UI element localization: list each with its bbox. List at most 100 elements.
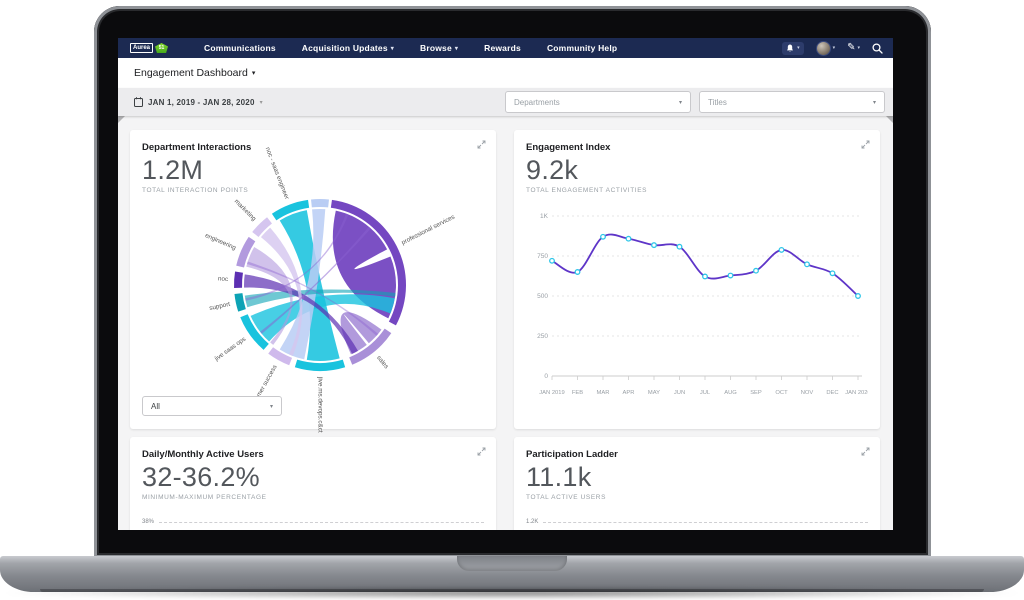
metric-value: 11.1k [526, 462, 592, 492]
bell-icon [787, 44, 794, 51]
filter-bar: JAN 1, 2019 - JAN 28, 2020 ▾ Departments… [118, 88, 893, 116]
svg-text:NOV: NOV [801, 390, 814, 396]
avatar [815, 40, 831, 56]
axis-tick-label: 38% [142, 519, 155, 525]
svg-text:noc: noc [218, 275, 229, 283]
chevron-down-icon: ▾ [832, 45, 836, 51]
aurea-logo[interactable]: Aurea 51 [130, 43, 169, 53]
nav-item-rewards[interactable]: Rewards [484, 43, 521, 53]
departments-select[interactable]: Departments ▾ [505, 91, 691, 113]
titles-select[interactable]: Titles ▾ [699, 91, 885, 113]
chevron-down-icon: ▾ [454, 45, 459, 52]
svg-text:SEP: SEP [750, 390, 762, 396]
chevron-down-icon: ▾ [872, 99, 876, 106]
card-row-top: Department Interactions 1.2M TOTAL INTER… [130, 130, 881, 433]
expand-icon[interactable] [861, 140, 870, 149]
svg-text:marketing: marketing [233, 198, 258, 223]
chevron-down-icon: ▾ [269, 403, 273, 410]
aurea-logo-text: Aurea [130, 43, 154, 53]
compose-button[interactable]: ✎ ▾ [847, 43, 860, 53]
nav-right-icons: ▾ ▾ ✎ ▾ [782, 40, 883, 56]
card-title: Engagement Index [526, 142, 611, 153]
titles-placeholder: Titles [708, 97, 727, 107]
nav-item-browse[interactable]: Browse ▾ [419, 43, 459, 53]
chevron-down-icon: ▾ [857, 45, 860, 51]
metric-subtitle: TOTAL ENGAGEMENT ACTIVITIES [526, 187, 648, 194]
svg-text:professional services: professional services [400, 214, 456, 247]
gridline [159, 521, 484, 523]
card-department-interactions: Department Interactions 1.2M TOTAL INTER… [130, 130, 496, 433]
svg-text:MAY: MAY [648, 390, 660, 396]
svg-text:jive saas ops: jive saas ops [213, 336, 248, 363]
chevron-down-icon: ▾ [259, 99, 263, 106]
truncated-chart-axis: 38% [142, 519, 484, 525]
svg-text:JUL: JUL [700, 390, 711, 396]
chord-filter-select[interactable]: All ▾ [142, 396, 282, 416]
expand-icon[interactable] [477, 140, 486, 149]
svg-text:JAN 2020: JAN 2020 [845, 390, 868, 396]
card-title: Daily/Monthly Active Users [142, 449, 264, 460]
svg-text:engineering: engineering [204, 232, 237, 252]
chord-filter-value: All [151, 401, 160, 411]
nav-item-community-help[interactable]: Community Help [546, 43, 618, 53]
svg-text:OCT: OCT [775, 390, 788, 396]
nav-item-communications[interactable]: Communications [204, 43, 276, 53]
chevron-down-icon: ▾ [678, 99, 682, 106]
date-range-picker[interactable]: JAN 1, 2019 - JAN 28, 2020 ▾ [134, 97, 263, 107]
screen: Aurea 51 Communications Acquisition Upda… [118, 38, 893, 530]
card-title: Department Interactions [142, 142, 252, 153]
svg-text:750: 750 [537, 253, 548, 260]
top-navbar: Aurea 51 Communications Acquisition Upda… [118, 38, 893, 58]
card-title: Participation Ladder [526, 449, 618, 460]
nav-item-acquisition-updates[interactable]: Acquisition Updates ▾ [301, 43, 394, 53]
nav-menu: Communications Acquisition Updates ▾ Brow… [204, 43, 782, 53]
svg-text:DEC: DEC [826, 390, 838, 396]
svg-text:JAN 2019: JAN 2019 [539, 390, 564, 396]
metric-value: 9.2k [526, 155, 579, 185]
card-participation-ladder: Participation Ladder 11.1k TOTAL ACTIVE … [514, 437, 880, 530]
departments-placeholder: Departments [514, 97, 560, 107]
card-active-users: Daily/Monthly Active Users 32-36.2% MINI… [130, 437, 496, 530]
svg-text:APR: APR [623, 390, 635, 396]
search-icon[interactable] [872, 42, 883, 54]
axis-tick-label: 1.2K [526, 519, 539, 525]
chevron-down-icon: ▾ [251, 70, 256, 77]
metric-subtitle: MINIMUM-MAXIMUM PERCENTAGE [142, 494, 267, 501]
metric-value: 1.2M [142, 155, 204, 185]
dashboard-title-dropdown[interactable]: Engagement Dashboard ▾ [134, 67, 255, 79]
laptop-shadow [6, 587, 1018, 599]
gridline [543, 521, 868, 523]
metric-subtitle: TOTAL ACTIVE USERS [526, 494, 607, 501]
chevron-down-icon: ▾ [390, 45, 394, 52]
dashboard-content: Department Interactions 1.2M TOTAL INTER… [118, 116, 893, 530]
card-row-bottom: Daily/Monthly Active Users 32-36.2% MINI… [130, 437, 881, 530]
svg-text:support: support [209, 301, 231, 312]
user-menu[interactable]: ▾ [815, 40, 836, 56]
chevron-down-icon: ▾ [797, 45, 800, 51]
page-curl-shadow [118, 116, 125, 123]
aurea-logo-badge: 51 [155, 43, 169, 53]
metric-subtitle: TOTAL INTERACTION POINTS [142, 187, 249, 194]
expand-icon[interactable] [477, 447, 486, 456]
svg-text:FEB: FEB [572, 390, 583, 396]
metric-value: 32-36.2% [142, 462, 260, 492]
dashboard-title-bar: Engagement Dashboard ▾ [118, 58, 893, 88]
date-range-value: JAN 1, 2019 - JAN 28, 2020 [148, 97, 255, 107]
expand-icon[interactable] [861, 447, 870, 456]
svg-text:AUG: AUG [724, 390, 737, 396]
laptop-base-notch [457, 556, 567, 571]
svg-text:sales: sales [375, 354, 390, 370]
svg-text:0: 0 [544, 373, 548, 380]
svg-text:500: 500 [537, 293, 548, 300]
svg-text:1K: 1K [540, 213, 549, 220]
svg-text:JUN: JUN [674, 390, 685, 396]
svg-text:250: 250 [537, 333, 548, 340]
page-title: Engagement Dashboard [134, 67, 248, 79]
calendar-icon [134, 97, 143, 107]
card-engagement-index: Engagement Index 9.2k TOTAL ENGAGEMENT A… [514, 130, 880, 429]
svg-text:MAR: MAR [597, 390, 610, 396]
truncated-chart-axis: 1.2K [526, 519, 868, 525]
page-curl-shadow [886, 116, 893, 123]
notifications-button[interactable]: ▾ [782, 41, 804, 55]
pencil-icon: ✎ [847, 42, 856, 53]
